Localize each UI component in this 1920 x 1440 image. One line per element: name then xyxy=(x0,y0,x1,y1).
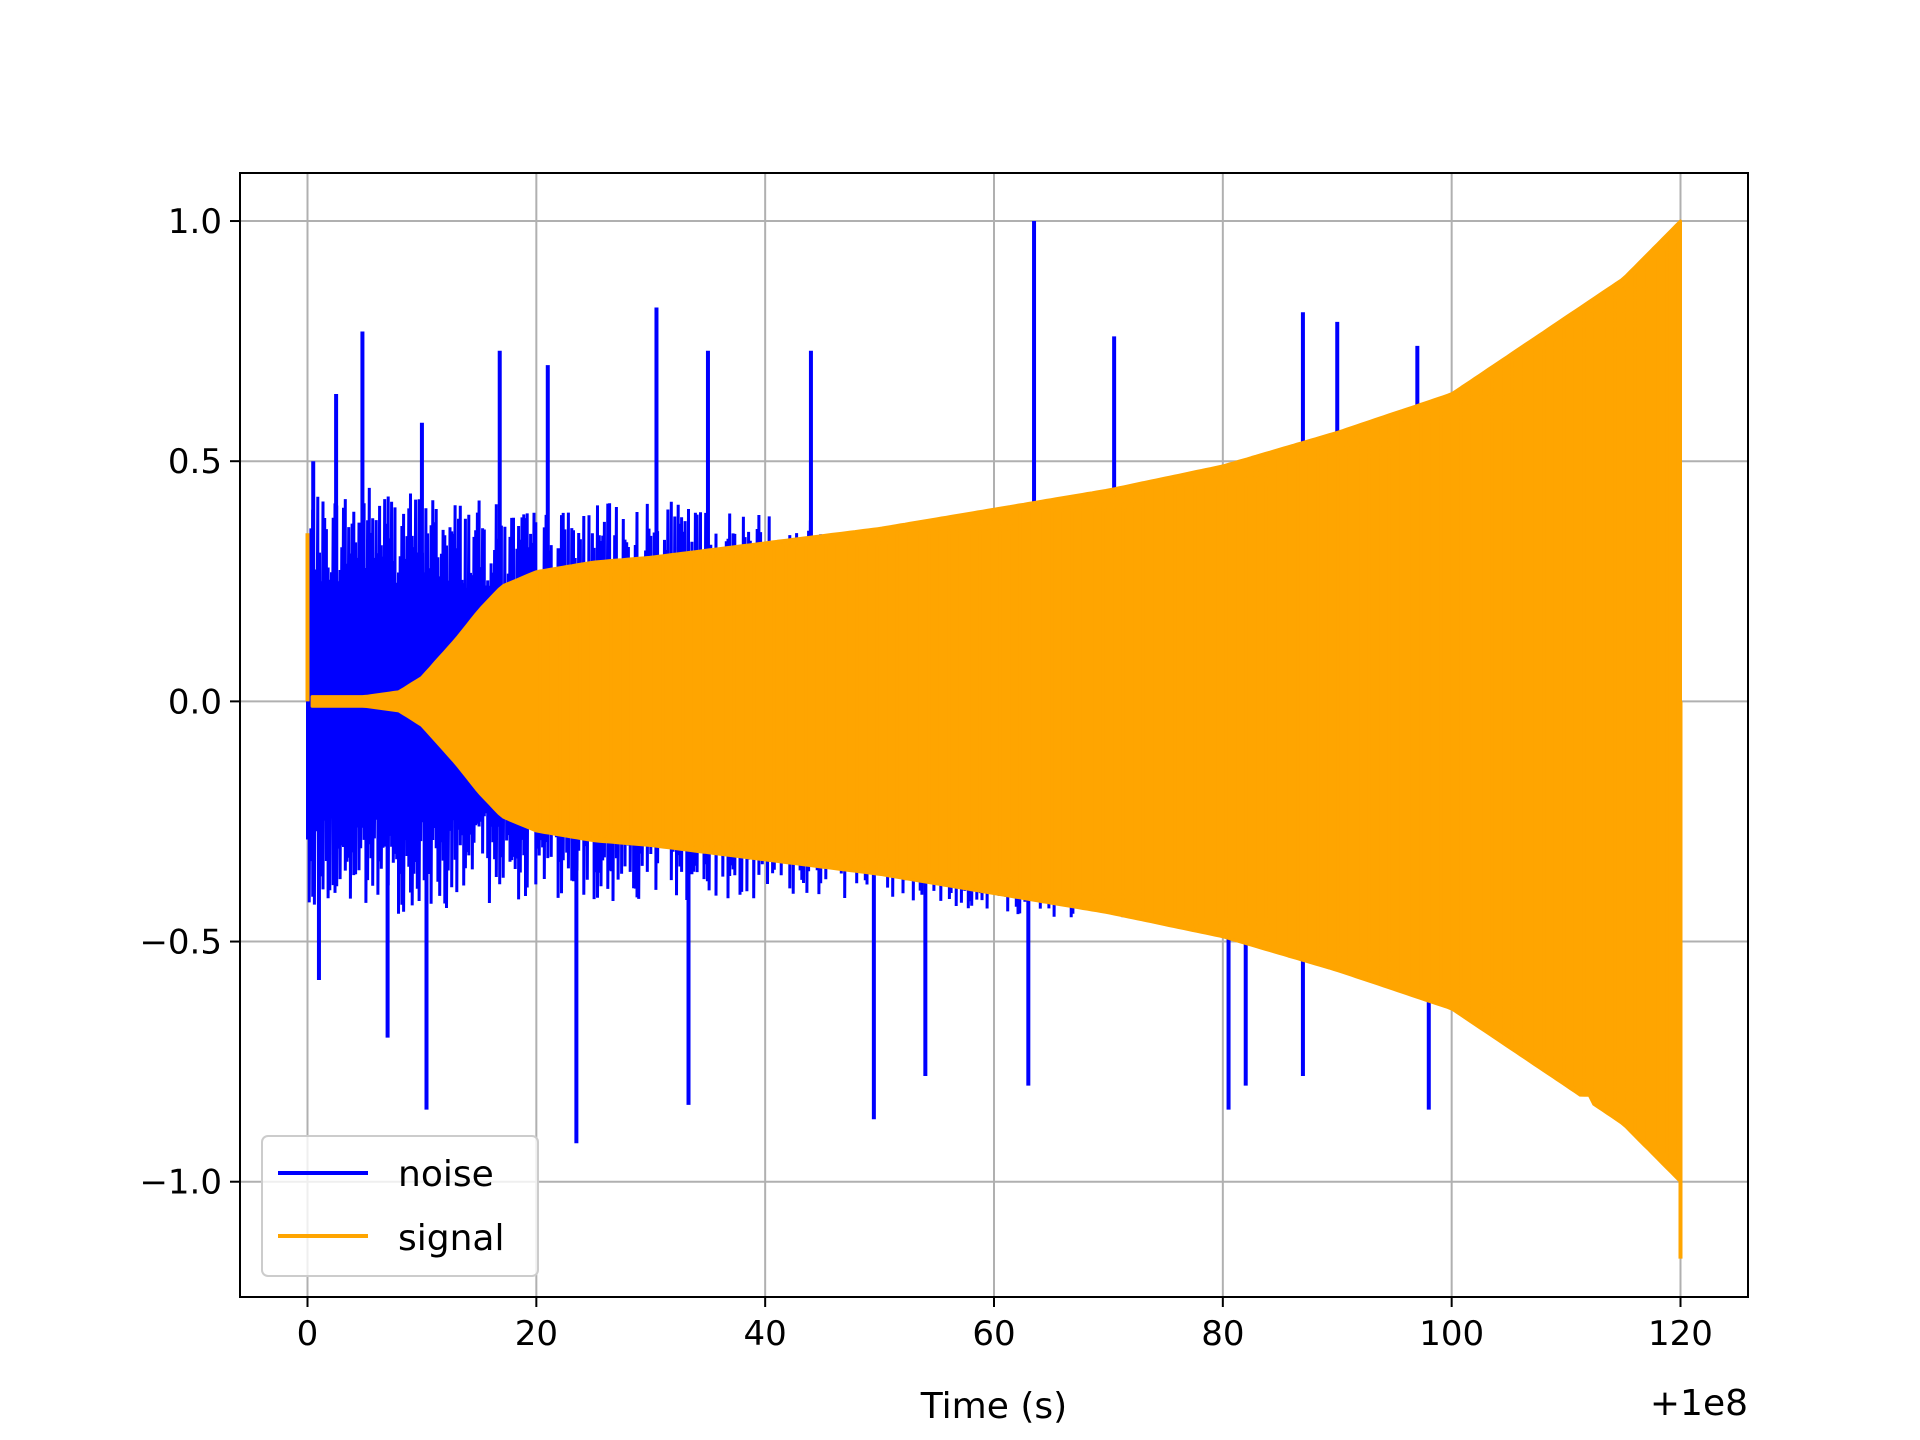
series-layer xyxy=(305,219,1683,1259)
x-tick-label: 80 xyxy=(1201,1314,1244,1354)
signal-oscillation xyxy=(535,236,1682,1167)
y-tick-label: −0.5 xyxy=(139,923,222,963)
x-axis-label: Time (s) xyxy=(920,1386,1067,1427)
series-noise xyxy=(306,221,1682,1144)
x-offset-label: +1e8 xyxy=(1650,1383,1748,1424)
y-tick-label: −1.0 xyxy=(139,1163,222,1203)
x-tick-label: 100 xyxy=(1419,1314,1484,1354)
y-tick-label: 1.0 xyxy=(168,202,222,242)
x-tick-label: 60 xyxy=(972,1314,1015,1354)
y-tick-label: 0.5 xyxy=(168,442,222,482)
y-tick-label: 0.0 xyxy=(168,682,222,722)
x-tick-label: 40 xyxy=(744,1314,787,1354)
series-signal xyxy=(305,219,1683,1259)
legend: noise signal xyxy=(261,1135,539,1277)
x-tick-label: 120 xyxy=(1648,1314,1713,1354)
x-tick-label: 20 xyxy=(515,1314,558,1354)
x-tick-label: 0 xyxy=(297,1314,319,1354)
legend-signal-label: signal xyxy=(398,1218,505,1259)
legend-noise-label: noise xyxy=(398,1154,494,1195)
axis-ticks: 0 20 40 60 80 100 120 −1.0 −0.5 0.0 0.5 1.0 xyxy=(139,202,1713,1354)
